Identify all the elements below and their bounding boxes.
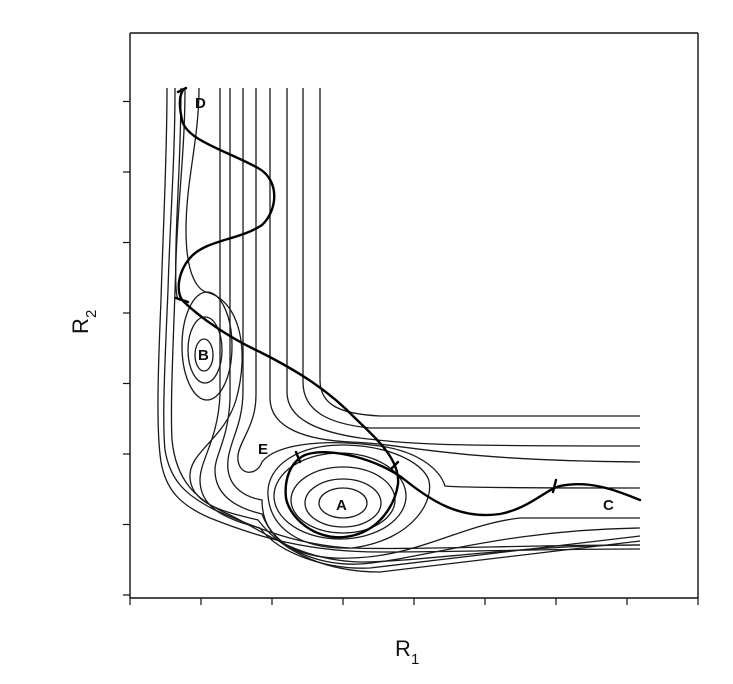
region-label-b: B bbox=[198, 347, 209, 364]
trajectory-markers bbox=[174, 86, 558, 494]
contour-a-2 bbox=[304, 478, 382, 528]
contour-b-2 bbox=[187, 316, 223, 384]
y-axis-label-subscript: 2 bbox=[83, 310, 100, 318]
region-labels: A B C D E bbox=[195, 95, 614, 514]
contour-outer-9 bbox=[185, 87, 641, 573]
contour-a-1 bbox=[318, 487, 368, 519]
region-label-a: A bbox=[336, 497, 347, 514]
plot-frame bbox=[129, 32, 699, 599]
trajectory bbox=[177, 88, 642, 539]
x-axis-label-subscript: 1 bbox=[411, 651, 419, 668]
marker-a-right bbox=[390, 460, 400, 470]
contour-outer-1 bbox=[319, 88, 640, 417]
region-label-e: E bbox=[258, 441, 268, 458]
marker-e bbox=[294, 450, 302, 464]
contour-outer-5 bbox=[237, 88, 641, 489]
x-axis-ticks bbox=[129, 598, 699, 605]
contour-a-3 bbox=[290, 466, 396, 534]
y-axis-label-main: R bbox=[68, 318, 93, 334]
contour-outer-10 bbox=[170, 87, 641, 563]
contour-outer-11 bbox=[163, 87, 641, 550]
marker-d bbox=[176, 86, 188, 94]
region-label-d: D bbox=[195, 95, 206, 112]
x-axis-label: R 1 bbox=[395, 636, 419, 668]
trajectory-path bbox=[177, 88, 642, 539]
y-axis-label: R 2 bbox=[68, 310, 100, 334]
marker-b-top bbox=[174, 296, 190, 304]
contour-b-1 bbox=[194, 338, 214, 372]
contour-outer-3 bbox=[286, 88, 641, 447]
contour-outer-4 bbox=[269, 88, 641, 463]
y-axis-ticks bbox=[123, 100, 130, 596]
contour-outer-12 bbox=[157, 87, 641, 553]
region-label-c: C bbox=[603, 497, 614, 514]
marker-c bbox=[551, 478, 558, 494]
x-axis-label-main: R bbox=[395, 636, 411, 661]
contour-outer-13 bbox=[174, 87, 182, 301]
